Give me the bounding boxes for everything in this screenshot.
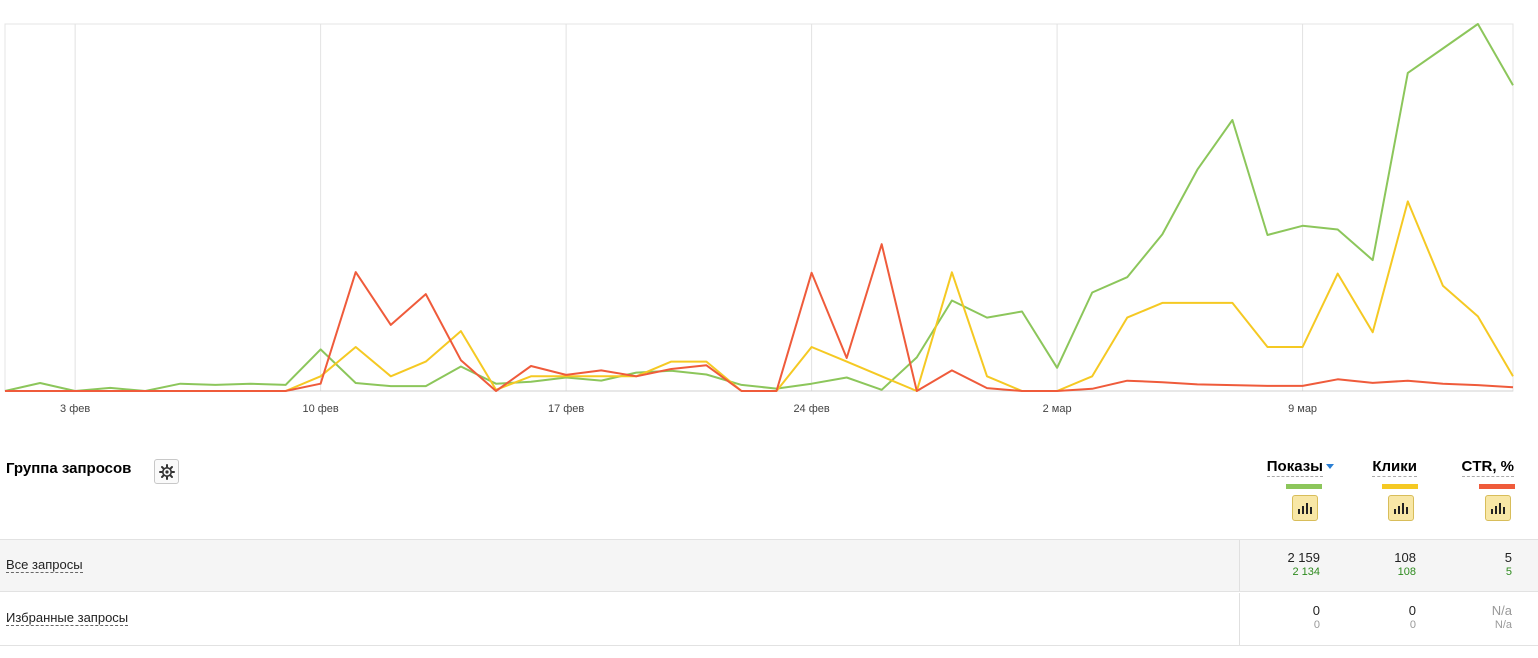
ctr-cell: 5 5 <box>1442 550 1512 579</box>
ctr-sub-value: N/a <box>1494 619 1512 631</box>
impressions-chart-toggle[interactable] <box>1292 495 1318 521</box>
impressions-color-swatch <box>1286 484 1322 489</box>
settings-button[interactable] <box>154 459 179 484</box>
ctr-value: N/a <box>1491 603 1512 618</box>
clicks-value: 108 <box>1394 550 1416 565</box>
series-line-ctr- <box>5 243 1514 392</box>
group-title: Группа запросов <box>6 460 132 477</box>
x-tick-label: 2 мар <box>1043 403 1072 415</box>
gear-icon <box>158 463 175 480</box>
x-tick-label: 10 фев <box>302 403 338 415</box>
clicks-sub-value: 0 <box>1409 619 1416 631</box>
series-line-показы <box>4 23 1514 392</box>
x-tick-label: 24 фев <box>793 403 829 415</box>
ctr-sub-value: 5 <box>1505 566 1512 578</box>
row-name-link[interactable]: Избранные запросы <box>6 610 129 626</box>
x-axis-ticks: 3 фев 10 фев 17 фев 24 фев 2 мар 9 мар <box>60 403 1317 415</box>
traffic-chart: 3 фев 10 фев 17 фев 24 фев 2 мар 9 мар <box>4 23 1514 415</box>
ctr-value: 5 <box>1504 550 1512 565</box>
ctr-label[interactable]: CTR, % <box>1461 458 1514 477</box>
table-row[interactable]: Избранные запросы 0 0 0 0 N/a N/a <box>0 593 1538 646</box>
chart-lines <box>4 23 1514 392</box>
clicks-cell: 0 0 <box>1346 603 1416 632</box>
table-header: Группа запросов Показы Клики CTR, % <box>0 450 1538 538</box>
x-tick-label: 3 фев <box>60 403 90 415</box>
x-tick-label: 17 фев <box>548 403 584 415</box>
impressions-sub-value: 2 134 <box>1292 566 1320 578</box>
impressions-cell: 2 159 2 134 <box>1250 550 1320 579</box>
clicks-label[interactable]: Клики <box>1372 458 1417 477</box>
ctr-color-swatch <box>1479 484 1515 489</box>
sort-down-icon <box>1326 464 1334 470</box>
chart-grid <box>4 23 1514 392</box>
clicks-sub-value: 108 <box>1397 566 1416 578</box>
clicks-value: 0 <box>1408 603 1416 618</box>
row-name-link[interactable]: Все запросы <box>6 557 83 573</box>
impressions-label[interactable]: Показы <box>1266 458 1323 477</box>
x-tick-label: 9 мар <box>1288 403 1317 415</box>
clicks-cell: 108 108 <box>1346 550 1416 579</box>
column-ctr[interactable]: CTR, % <box>1461 458 1514 477</box>
chart-frame <box>4 23 1514 392</box>
column-clicks[interactable]: Клики <box>1372 458 1417 477</box>
clicks-chart-toggle[interactable] <box>1388 495 1414 521</box>
table-row[interactable]: Все запросы 2 159 2 134 108 108 5 5 <box>0 539 1538 592</box>
ctr-cell: N/a N/a <box>1442 603 1512 632</box>
impressions-value: 0 <box>1312 603 1320 618</box>
ctr-chart-toggle[interactable] <box>1485 495 1511 521</box>
impressions-sub-value: 0 <box>1313 619 1320 631</box>
impressions-cell: 0 0 <box>1250 603 1320 632</box>
impressions-value: 2 159 <box>1287 550 1320 565</box>
column-divider <box>1239 593 1240 645</box>
clicks-color-swatch <box>1382 484 1418 489</box>
column-divider <box>1239 540 1240 591</box>
column-impressions[interactable]: Показы <box>1266 458 1334 477</box>
